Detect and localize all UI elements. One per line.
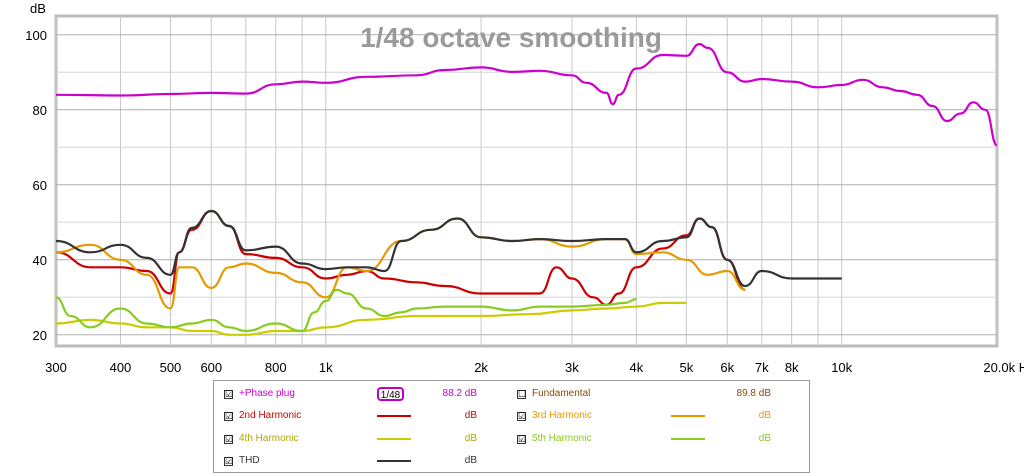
checkbox[interactable]: ☑ [224,433,234,444]
legend-db-value: dB [464,433,477,444]
legend-label: 3rd Harmonic [532,410,593,421]
legend-label: 2nd Harmonic [239,410,302,421]
x-tick-label: 5k [680,360,694,375]
legend-db-value: dB [464,455,477,466]
x-tick-label: 800 [265,360,287,375]
legend-label: 5th Harmonic [532,433,592,444]
checkbox[interactable]: ☑ [517,433,527,444]
x-tick-label: 2k [474,360,488,375]
checkbox[interactable]: ☑ [224,410,234,421]
y-tick-label: 100 [25,28,47,43]
series-line-thd [55,209,842,288]
legend-item-5th-harmonic[interactable]: ☑ 5th Harmonic [517,431,591,447]
x-tick-label: 8k [785,360,799,375]
chart: 300 400 500 600 800 1k 2k 3k 4k 5k 6k 7k 8k 10k 20.0k … [25,1,1024,375]
y-tick-label: 60 [33,178,47,193]
y-tick-label: 20 [33,328,47,343]
y-tick-label: 80 [33,103,47,118]
legend-label: +Phase plug [239,388,295,399]
checkbox[interactable]: ☑ [517,410,527,421]
legend-line [671,415,705,417]
smoothing-indicator[interactable]: 1/48 [377,387,404,401]
x-tick-label: 7k [755,360,769,375]
legend-label: Fundamental [532,388,591,399]
legend-item-3rd-harmonic[interactable]: ☑ 3rd Harmonic [517,408,592,424]
x-tick-label: 400 [110,360,132,375]
legend-line [377,460,411,462]
legend-db-value: dB [758,433,771,444]
legend-db-value: 89.8 dB [736,388,771,399]
legend-line [671,438,705,440]
x-tick-label: 6k [720,360,734,375]
x-tick-label: 3k [565,360,579,375]
legend-db-value: dB [464,410,477,421]
legend-label: THD [239,455,260,466]
x-tick-label: 600 [200,360,222,375]
x-tick-label: 300 [45,360,67,375]
y-axis-label: dB [30,1,46,16]
ticks: 300 400 500 600 800 1k 2k 3k 4k 5k 6k 7k 8k 10k 20.0k … [25,28,1024,375]
x-tick-label: 10k [831,360,852,375]
chart-title: 1/48 octave smoothing [360,22,662,53]
legend-db-value: dB [758,410,771,421]
x-tick-label: 1k [319,360,333,375]
legend-label: 4th Harmonic [239,433,299,444]
checkbox[interactable]: ☐ [517,388,527,399]
series-line-3rd-harmonic [55,217,746,310]
x-tick-label: 20.0k Hz [983,360,1024,375]
legend-line [377,415,411,417]
legend-item-4th-harmonic[interactable]: ☑ 4th Harmonic [224,431,298,447]
legend: ☑ +Phase plug 1/48 88.2 dB ☐ Fundamental… [213,380,810,473]
checkbox[interactable]: ☑ [224,455,234,466]
legend-item-thd[interactable]: ☑ THD [224,453,260,469]
y-tick-label: 40 [33,253,47,268]
legend-db-value: 88.2 dB [442,388,477,399]
series-line-phase-plug [55,43,999,147]
x-tick-label: 4k [630,360,644,375]
plot-area [54,14,999,348]
series-line-5th-harmonic [55,288,637,333]
legend-line [377,438,411,440]
legend-item-phase-plug[interactable]: ☑ +Phase plug [224,386,295,402]
legend-item-fundamental[interactable]: ☐ Fundamental [517,386,590,402]
grid [55,16,998,346]
series-layer [55,43,999,336]
x-tick-label: 500 [160,360,182,375]
checkbox[interactable]: ☑ [224,388,234,399]
legend-item-2nd-harmonic[interactable]: ☑ 2nd Harmonic [224,408,301,424]
